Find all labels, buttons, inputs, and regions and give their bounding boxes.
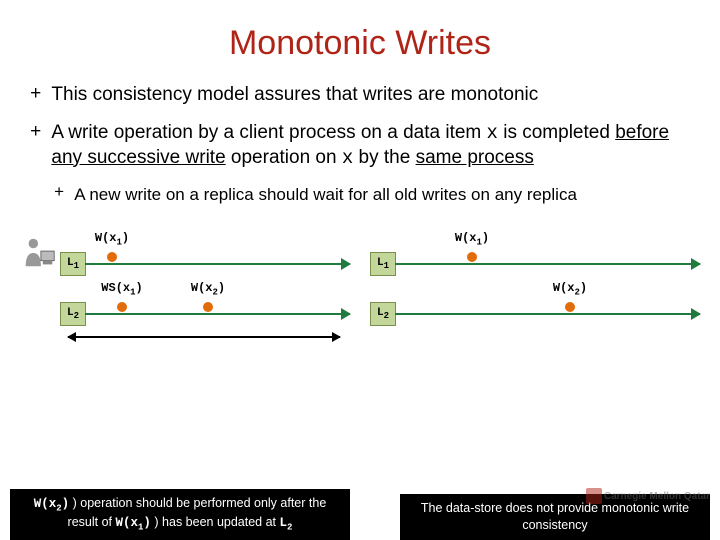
time-axis-arrow bbox=[68, 336, 340, 338]
slide-title: Monotonic Writes bbox=[0, 0, 720, 63]
bullet-marker: + bbox=[30, 121, 41, 144]
event-wx2-r: W(x2) bbox=[565, 302, 575, 312]
text-span: operation on bbox=[226, 147, 342, 168]
location-l2-box-r: L2 bbox=[370, 302, 396, 326]
sub-bullet-1: + A new write on a replica should wait f… bbox=[54, 184, 690, 205]
axis-l2: WS(x1) W(x2) bbox=[85, 313, 350, 315]
location-l1-box-r: L1 bbox=[370, 252, 396, 276]
diagram-right: L1 W(x1) L2 W(x2) bbox=[370, 230, 700, 370]
location-l1-box: L1 bbox=[60, 252, 86, 276]
bullet-marker: + bbox=[30, 83, 41, 106]
location-l2-box: L2 bbox=[60, 302, 86, 326]
content-area: + This consistency model assures that wr… bbox=[0, 63, 720, 206]
person-terminal-icon bbox=[20, 234, 58, 272]
bullet-1: + This consistency model assures that wr… bbox=[30, 83, 690, 107]
axis-l1: W(x1) bbox=[85, 263, 350, 265]
event-wsx1: WS(x1) bbox=[117, 302, 127, 312]
event-wx1-r: W(x1) bbox=[467, 252, 477, 262]
axis-l1-r: W(x1) bbox=[395, 263, 700, 265]
bullet-2-text: A write operation by a client process on… bbox=[51, 121, 690, 171]
code-x: x bbox=[487, 122, 498, 144]
timeline-l2-r: L2 W(x2) bbox=[370, 302, 700, 326]
timeline-l1-r: L1 W(x1) bbox=[370, 252, 700, 276]
code-x: x bbox=[342, 147, 353, 169]
logo-square-icon bbox=[586, 488, 602, 504]
caption-left: W(x2) ) operation should be performed on… bbox=[10, 489, 350, 540]
event-wx2: W(x2) bbox=[203, 302, 213, 312]
diagrams-row: L1 W(x1) L2 WS(x1) W(x2) bbox=[0, 220, 720, 370]
bullet-1-text: This consistency model assures that writ… bbox=[51, 83, 538, 107]
diagram-left: L1 W(x1) L2 WS(x1) W(x2) bbox=[20, 230, 350, 370]
bullet-marker: + bbox=[54, 184, 64, 204]
bullet-2: + A write operation by a client process … bbox=[30, 121, 690, 171]
university-logo: Carnegie Mellon Qatar bbox=[586, 488, 710, 504]
event-wx1: W(x1) bbox=[107, 252, 117, 262]
timeline-l2: L2 WS(x1) W(x2) bbox=[60, 302, 350, 326]
timeline-l1: L1 W(x1) bbox=[60, 252, 350, 276]
logo-text: Carnegie Mellon Qatar bbox=[604, 491, 710, 502]
sub-bullet-1-text: A new write on a replica should wait for… bbox=[74, 184, 577, 205]
text-span: is completed bbox=[498, 122, 615, 143]
text-span: by the bbox=[353, 147, 415, 168]
underline-text: same process bbox=[416, 147, 534, 168]
text-span: A write operation by a client process on… bbox=[51, 122, 486, 143]
axis-l2-r: W(x2) bbox=[395, 313, 700, 315]
